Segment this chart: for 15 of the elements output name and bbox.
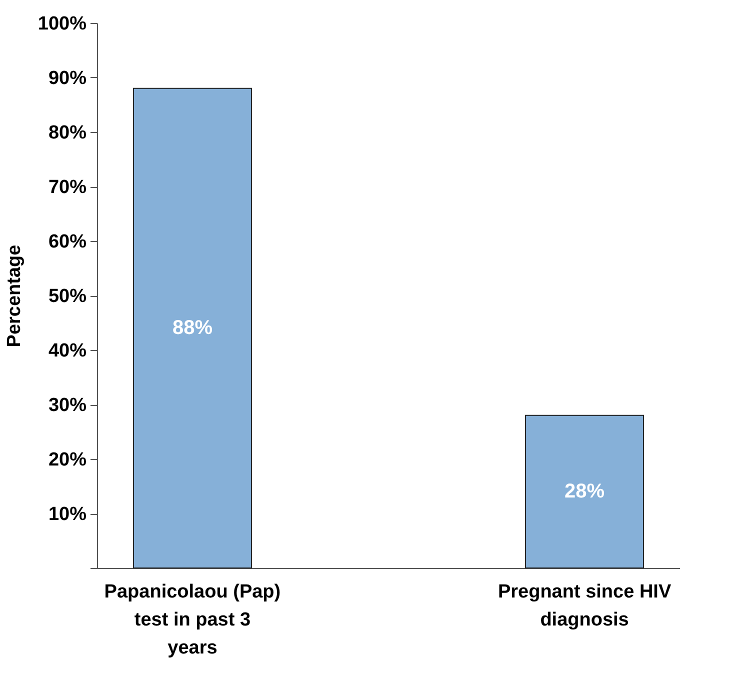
y-tick-label: 30% xyxy=(48,395,87,416)
y-tick-label: 60% xyxy=(48,232,87,252)
x-tick-label: Pregnant since HIV diagnosis xyxy=(498,582,672,630)
y-axis-title: Percentage xyxy=(4,244,25,348)
x-tick-label: Papanicolaou (Pap) test in past 3 years xyxy=(104,582,281,658)
data-label: 28% xyxy=(564,480,605,503)
y-tick-label: 70% xyxy=(48,177,87,198)
y-tick-label: 90% xyxy=(48,68,87,89)
y-tick-label: 40% xyxy=(48,340,87,362)
y-tick-label: 80% xyxy=(48,122,87,144)
y-tick-label: 10% xyxy=(48,504,87,525)
y-tick-label: 20% xyxy=(48,450,87,470)
y-tick-label: 100% xyxy=(38,14,87,34)
y-tick-label: 50% xyxy=(48,286,87,307)
data-label: 88% xyxy=(172,317,213,340)
